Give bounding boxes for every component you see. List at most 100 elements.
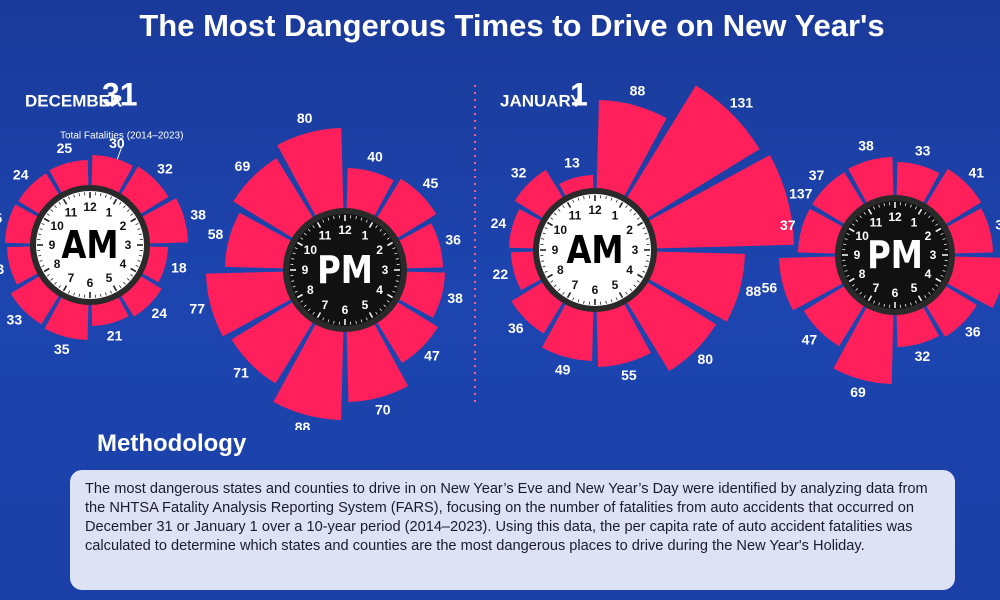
bar bbox=[938, 256, 1000, 308]
value-label: 47 bbox=[424, 348, 440, 364]
value-label: 33 bbox=[7, 311, 23, 327]
clock-tick bbox=[851, 223, 855, 226]
clock-face bbox=[36, 191, 144, 299]
clock-number: 8 bbox=[859, 267, 866, 281]
clock-tick bbox=[126, 278, 130, 281]
clock-tick bbox=[943, 243, 947, 245]
clock-tick bbox=[910, 204, 912, 208]
clock-tick bbox=[307, 308, 311, 312]
clock-tick bbox=[135, 264, 139, 267]
value-label: 21 bbox=[107, 327, 123, 343]
clock-tick bbox=[126, 209, 130, 212]
value-label: 32 bbox=[511, 164, 527, 180]
clock-tick bbox=[557, 288, 561, 292]
clock-tick bbox=[645, 260, 649, 262]
value-label: 22 bbox=[493, 266, 509, 282]
clock-tick bbox=[291, 280, 295, 282]
clock-tick bbox=[917, 295, 923, 302]
clock-tick bbox=[553, 284, 557, 288]
clock-tick bbox=[541, 260, 545, 262]
clock-tick bbox=[542, 265, 546, 268]
value-label: 47 bbox=[802, 331, 818, 347]
value-label: 88 bbox=[295, 419, 311, 430]
clock-number: 7 bbox=[68, 271, 75, 285]
clock-tick bbox=[394, 252, 398, 255]
clock-number: 7 bbox=[322, 298, 329, 312]
clock-tick bbox=[375, 225, 378, 229]
clock-tick bbox=[105, 292, 107, 296]
bar bbox=[622, 85, 760, 223]
clock-tick bbox=[292, 252, 296, 255]
clock-tick bbox=[368, 312, 374, 319]
clock-tick bbox=[333, 320, 335, 324]
date-day: 1 bbox=[570, 76, 588, 112]
clock-tick bbox=[873, 206, 876, 210]
methodology-heading: Methodology bbox=[97, 430, 247, 457]
value-label: 24 bbox=[491, 215, 507, 231]
clock-tick bbox=[109, 290, 112, 294]
clock-tick bbox=[68, 290, 71, 294]
clock-number: 5 bbox=[911, 281, 918, 295]
bar bbox=[779, 256, 852, 311]
clock-tick bbox=[100, 293, 102, 297]
clock-tick bbox=[392, 290, 396, 293]
clock-number: 12 bbox=[83, 200, 97, 214]
clock-tick bbox=[327, 217, 330, 221]
clock-number: 8 bbox=[54, 257, 61, 271]
clock-number: 6 bbox=[592, 283, 599, 297]
value-label: 38 bbox=[858, 138, 874, 154]
clock-number: 10 bbox=[554, 223, 568, 237]
chart-area: The Most Dangerous Times to Drive on New… bbox=[5, 76, 1000, 430]
clock-tick bbox=[100, 193, 102, 197]
clock-number: 8 bbox=[557, 263, 564, 277]
clock-tick bbox=[644, 265, 648, 268]
clock-number: 6 bbox=[892, 286, 899, 300]
clock-tick bbox=[863, 211, 866, 215]
bar bbox=[231, 297, 318, 384]
clock-tick bbox=[50, 209, 54, 212]
clock-tick bbox=[312, 311, 315, 315]
clock-tick bbox=[137, 260, 141, 262]
clock-number: 2 bbox=[626, 223, 633, 237]
value-label: 80 bbox=[297, 110, 313, 126]
clock-tick bbox=[307, 228, 311, 232]
center-label: PM bbox=[867, 233, 923, 277]
value-label: 55 bbox=[621, 367, 637, 383]
clock-tick bbox=[41, 223, 45, 226]
clock-tick bbox=[642, 270, 646, 273]
clock-tick bbox=[610, 299, 613, 303]
clock-tick bbox=[368, 221, 374, 228]
clock-tick bbox=[855, 219, 859, 222]
clock-tick bbox=[544, 270, 548, 273]
clock-tick bbox=[562, 291, 565, 295]
clock-face bbox=[841, 201, 949, 309]
value-label: 32 bbox=[915, 348, 931, 364]
clock-tick bbox=[43, 217, 50, 223]
clock-tick bbox=[46, 213, 50, 216]
clock-tick bbox=[878, 204, 880, 208]
value-label: 18 bbox=[171, 260, 187, 276]
clock-tick bbox=[846, 274, 850, 277]
clock-tick bbox=[312, 225, 315, 229]
clock-tick bbox=[333, 216, 335, 220]
clock-tick bbox=[940, 274, 944, 277]
value-label: 33 bbox=[915, 142, 931, 158]
clock-number: 5 bbox=[106, 271, 113, 285]
clock-tick bbox=[546, 221, 553, 227]
bar bbox=[640, 251, 745, 322]
center-label: AM bbox=[61, 223, 118, 267]
clock-tick bbox=[392, 247, 396, 250]
clock-tick bbox=[843, 265, 847, 267]
clock-tick bbox=[322, 317, 325, 321]
clock-tick bbox=[917, 208, 923, 215]
clock-tick bbox=[914, 206, 917, 210]
clock-tick bbox=[867, 208, 873, 215]
bar bbox=[225, 212, 300, 269]
clock-tick bbox=[931, 219, 935, 222]
value-label: 71 bbox=[233, 365, 249, 381]
clock-tick bbox=[386, 300, 390, 303]
value-label: 69 bbox=[850, 384, 866, 400]
value-label: 38 bbox=[190, 207, 206, 223]
clock-number: 1 bbox=[911, 215, 918, 229]
clock-tick bbox=[394, 285, 398, 288]
